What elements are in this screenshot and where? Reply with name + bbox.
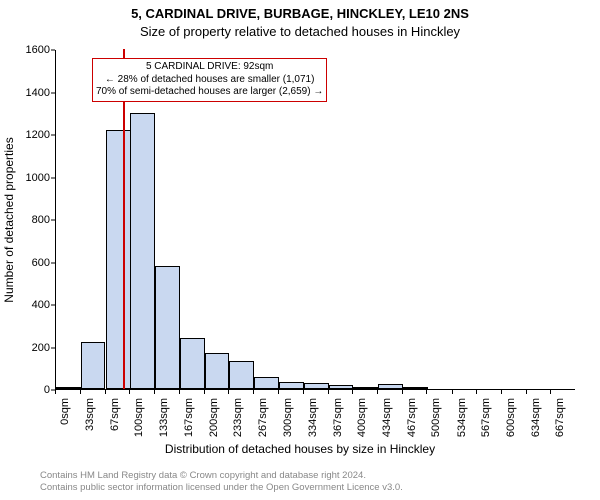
- x-tick-label: 334sqm: [307, 398, 319, 444]
- y-tick-label: 1000: [24, 172, 50, 184]
- x-tick-mark: [105, 390, 106, 394]
- x-tick-mark: [129, 390, 130, 394]
- x-tick-mark: [80, 390, 81, 394]
- x-tick-mark: [228, 390, 229, 394]
- attribution-footer: Contains HM Land Registry data © Crown c…: [40, 470, 403, 494]
- y-tick-label: 200: [24, 342, 50, 354]
- x-tick-label: 0sqm: [59, 398, 71, 444]
- x-tick-label: 534sqm: [456, 398, 468, 444]
- y-tick-label: 800: [24, 214, 50, 226]
- y-tick-label: 0: [24, 384, 50, 396]
- histogram-bar: [205, 353, 230, 389]
- x-tick-mark: [476, 390, 477, 394]
- x-tick-mark: [352, 390, 353, 394]
- x-tick-label: 567sqm: [480, 398, 492, 444]
- x-tick-mark: [179, 390, 180, 394]
- x-tick-mark: [154, 390, 155, 394]
- histogram-bar: [81, 342, 106, 389]
- y-tick-label: 1400: [24, 87, 50, 99]
- x-tick-mark: [328, 390, 329, 394]
- x-tick-label: 500sqm: [430, 398, 442, 444]
- y-tick-label: 1200: [24, 129, 50, 141]
- x-tick-label: 67sqm: [109, 398, 121, 444]
- x-tick-label: 634sqm: [530, 398, 542, 444]
- x-tick-label: 167sqm: [183, 398, 195, 444]
- histogram-bar: [229, 361, 254, 389]
- x-tick-label: 467sqm: [406, 398, 418, 444]
- annotation-line2: ← 28% of detached houses are smaller (1,…: [96, 74, 323, 87]
- histogram-bar: [56, 387, 81, 389]
- histogram-bar: [353, 387, 378, 389]
- x-tick-mark: [550, 390, 551, 394]
- histogram-bar: [304, 383, 329, 389]
- y-tick-label: 400: [24, 299, 50, 311]
- x-tick-mark: [253, 390, 254, 394]
- x-tick-label: 600sqm: [505, 398, 517, 444]
- x-tick-mark: [402, 390, 403, 394]
- annotation-line3: 70% of semi-detached houses are larger (…: [96, 86, 323, 99]
- y-axis-label: Number of detached properties: [2, 55, 16, 220]
- x-tick-label: 100sqm: [133, 398, 145, 444]
- histogram-bar: [279, 382, 304, 389]
- x-tick-mark: [501, 390, 502, 394]
- x-tick-label: 267sqm: [257, 398, 269, 444]
- x-tick-mark: [303, 390, 304, 394]
- chart-container: 5, CARDINAL DRIVE, BURBAGE, HINCKLEY, LE…: [0, 0, 600, 500]
- x-tick-label: 400sqm: [356, 398, 368, 444]
- histogram-bar: [329, 385, 354, 389]
- chart-title-line2: Size of property relative to detached ho…: [0, 24, 600, 39]
- x-tick-mark: [377, 390, 378, 394]
- footer-line1: Contains HM Land Registry data © Crown c…: [40, 470, 403, 482]
- x-tick-label: 667sqm: [554, 398, 566, 444]
- annotation-line1: 5 CARDINAL DRIVE: 92sqm: [96, 61, 323, 74]
- annotation-box: 5 CARDINAL DRIVE: 92sqm ← 28% of detache…: [92, 58, 327, 102]
- x-axis-label: Distribution of detached houses by size …: [0, 442, 600, 456]
- x-tick-label: 367sqm: [332, 398, 344, 444]
- histogram-bar: [130, 113, 155, 389]
- x-tick-label: 300sqm: [282, 398, 294, 444]
- x-tick-label: 200sqm: [208, 398, 220, 444]
- x-tick-mark: [204, 390, 205, 394]
- x-tick-mark: [278, 390, 279, 394]
- histogram-bar: [378, 384, 403, 389]
- histogram-bar: [403, 387, 428, 389]
- x-tick-mark: [426, 390, 427, 394]
- histogram-bar: [254, 377, 279, 389]
- x-tick-label: 233sqm: [232, 398, 244, 444]
- chart-title-line1: 5, CARDINAL DRIVE, BURBAGE, HINCKLEY, LE…: [0, 6, 600, 21]
- histogram-bar: [180, 338, 205, 389]
- x-tick-label: 434sqm: [381, 398, 393, 444]
- histogram-bar: [155, 266, 180, 389]
- x-tick-mark: [55, 390, 56, 394]
- x-tick-label: 33sqm: [84, 398, 96, 444]
- histogram-bar: [106, 130, 131, 389]
- y-tick-label: 1600: [24, 44, 50, 56]
- x-tick-mark: [526, 390, 527, 394]
- footer-line2: Contains public sector information licen…: [40, 482, 403, 494]
- y-tick-label: 600: [24, 257, 50, 269]
- x-tick-label: 133sqm: [158, 398, 170, 444]
- x-tick-mark: [452, 390, 453, 394]
